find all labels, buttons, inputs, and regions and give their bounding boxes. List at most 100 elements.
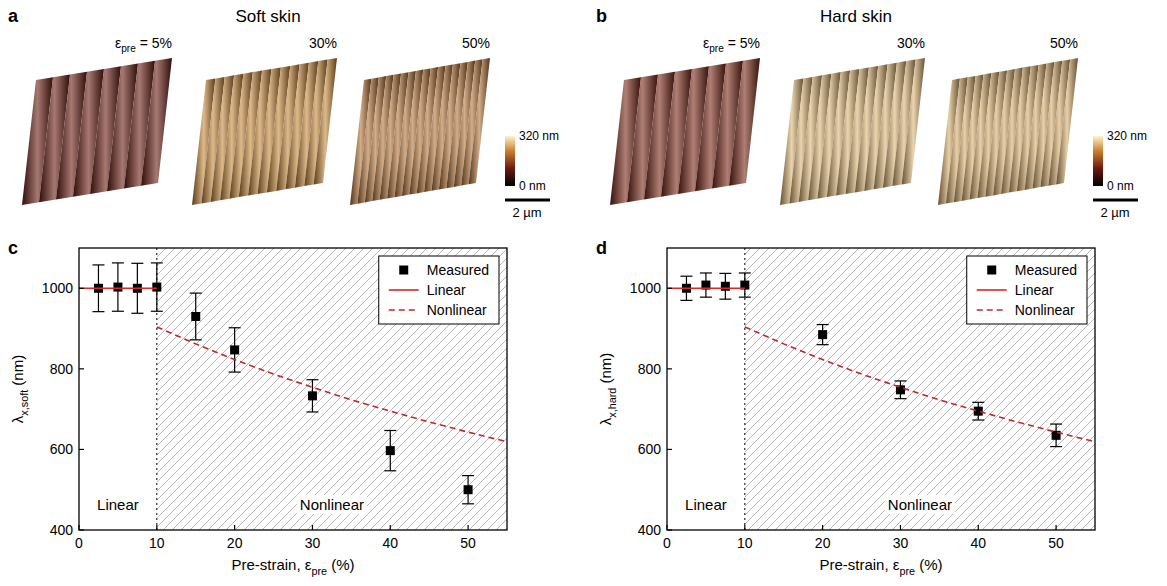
panel-letter: b [596, 6, 607, 26]
x-tick-label: 10 [149, 535, 165, 551]
nonlinear-region [745, 248, 1095, 530]
colorbar-label: 0 nm [519, 179, 546, 193]
y-axis-title: λx,hard (nm) [597, 353, 618, 426]
error-bar [151, 263, 163, 311]
sample-label: 50% [1050, 35, 1078, 51]
error-bar-cap [817, 344, 829, 345]
legend-label: Nonlinear [427, 302, 487, 318]
error-bar-cap [229, 371, 241, 372]
error-bar-cap [384, 430, 396, 431]
plot-area [79, 248, 507, 530]
colorbar [1093, 136, 1103, 186]
x-axis-title-sub: pre [311, 565, 327, 577]
y-tick [667, 368, 672, 369]
scale-bar-label: 2 µm [1100, 205, 1129, 220]
x-tick [822, 525, 823, 530]
plot-frame [667, 248, 1095, 530]
y-tick-label: 400 [638, 522, 662, 538]
region-label: Linear [97, 496, 139, 513]
sample-label-main: 30% [309, 35, 337, 51]
y-tick-label: 800 [638, 361, 662, 377]
x-tick-label: 20 [227, 535, 243, 551]
x-tick-label: 40 [970, 535, 986, 551]
region-label: Linear [685, 496, 727, 513]
x-tick [744, 525, 745, 530]
x-axis-title-main: Pre-strain, ε [819, 556, 899, 573]
x-axis-title-tail: (%) [327, 556, 355, 573]
plot-frame [79, 248, 507, 530]
y-axis-title-tail: (nm) [9, 355, 26, 390]
x-tick [666, 525, 667, 530]
data-point [464, 485, 473, 494]
sample-label: 30% [897, 35, 925, 51]
label-patch [683, 495, 729, 514]
x-tick [900, 525, 901, 530]
afm-image [192, 58, 337, 205]
series-line [79, 287, 157, 289]
plot-area [667, 248, 1095, 530]
y-tick-label: 800 [50, 361, 74, 377]
x-axis-title: Pre-strain, εpre (%) [231, 556, 354, 577]
x-axis-title-tail: (%) [915, 556, 943, 573]
error-bar-cap [972, 419, 984, 420]
error-bar-cap [719, 299, 731, 300]
error-bar-cap [1050, 423, 1062, 424]
legend: MeasuredLinearNonlinear [379, 256, 499, 324]
y-axis-title: λx,soft (nm) [9, 355, 30, 423]
afm-image [22, 58, 172, 205]
colorbar-label: 0 nm [1107, 179, 1134, 193]
error-bar [972, 402, 984, 420]
legend-line [389, 289, 419, 291]
error-bar [817, 325, 829, 345]
error-bar-cap [131, 313, 143, 314]
legend-label: Nonlinear [1015, 302, 1075, 318]
afm-image [780, 58, 925, 205]
chart-panel: 010203040504006008001000Pre-strain, εpre… [596, 238, 1095, 577]
colorbar-label: 320 nm [519, 129, 559, 143]
data-point [386, 446, 395, 455]
afm-image [938, 58, 1078, 205]
x-axis-title-main: Pre-strain, ε [231, 556, 311, 573]
y-tick-label: 400 [50, 522, 74, 538]
afm-image [350, 58, 490, 205]
error-bar [306, 380, 318, 412]
error-bar-cap [306, 379, 318, 380]
y-tick [79, 368, 84, 369]
error-bar-cap [462, 503, 474, 504]
error-bar [1050, 424, 1062, 447]
error-bar-cap [680, 276, 692, 277]
y-tick [667, 288, 672, 289]
legend-label: Measured [1015, 262, 1077, 278]
error-bar [894, 381, 906, 399]
error-bar-cap [462, 475, 474, 476]
sample-label-tail: = 5% [724, 35, 760, 51]
x-tick-label: 30 [305, 535, 321, 551]
error-bar-cap [384, 470, 396, 471]
x-tick [1055, 525, 1056, 530]
panel-letter: d [596, 238, 607, 258]
scale-bar [505, 199, 550, 202]
error-bar [190, 293, 202, 340]
plot-background [79, 248, 507, 530]
x-axis-title: Pre-strain, εpre (%) [819, 556, 942, 577]
error-bar-cap [112, 262, 124, 263]
error-bar [462, 476, 474, 504]
error-bar-cap [739, 297, 751, 298]
legend-marker [987, 266, 996, 275]
x-tick [234, 525, 235, 530]
x-tick [78, 525, 79, 530]
error-bar-cap [306, 411, 318, 412]
sample-label: εpre = 5% [703, 35, 760, 54]
x-tick-label: 30 [893, 535, 909, 551]
legend-line [389, 309, 419, 311]
error-bar-cap [112, 311, 124, 312]
legend-label: Linear [427, 282, 466, 298]
error-bar-cap [131, 263, 143, 264]
y-tick [667, 529, 672, 530]
error-bar-cap [700, 272, 712, 273]
figure: aSoft skinεpre = 5%30%50%0 nm320 nm2 µmb… [0, 0, 1167, 586]
legend-box [379, 256, 499, 324]
sample-label: εpre = 5% [115, 35, 172, 54]
error-bar-cap [700, 297, 712, 298]
legend-box [967, 256, 1087, 324]
